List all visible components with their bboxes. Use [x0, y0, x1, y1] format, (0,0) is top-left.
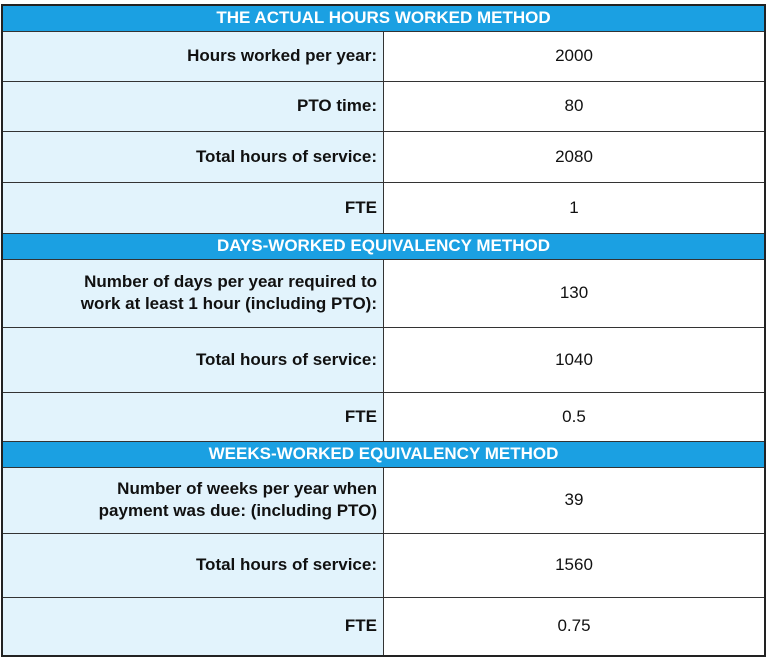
row-label: FTE — [1, 596, 384, 657]
data-row: Hours worked per year: 2000 — [1, 30, 766, 82]
row-label: Total hours of service: — [1, 326, 384, 393]
row-label: Number of weeks per year when payment wa… — [1, 466, 384, 534]
section-header-row: DAYS-WORKED EQUIVALENCY METHOD — [1, 232, 766, 260]
row-label: Total hours of service: — [1, 532, 384, 598]
row-value: 0.5 — [383, 391, 766, 442]
row-value: 1 — [383, 181, 766, 234]
data-row: Total hours of service: 1560 — [1, 532, 766, 598]
data-row: Total hours of service: 1040 — [1, 326, 766, 393]
row-value: 130 — [383, 258, 766, 328]
row-value: 0.75 — [383, 596, 766, 657]
section-header-row: THE ACTUAL HOURS WORKED METHOD — [1, 4, 766, 32]
row-label: FTE — [1, 391, 384, 442]
data-row: Total hours of service: 2080 — [1, 130, 766, 183]
row-label: Number of days per year required to work… — [1, 258, 384, 328]
section-title: WEEKS-WORKED EQUIVALENCY METHOD — [1, 440, 766, 468]
row-value: 2080 — [383, 130, 766, 183]
row-value: 1560 — [383, 532, 766, 598]
data-row: FTE 1 — [1, 181, 766, 234]
row-label: FTE — [1, 181, 384, 234]
row-value: 1040 — [383, 326, 766, 393]
row-value: 2000 — [383, 30, 766, 82]
row-value: 39 — [383, 466, 766, 534]
section-title: DAYS-WORKED EQUIVALENCY METHOD — [1, 232, 766, 260]
section-title: THE ACTUAL HOURS WORKED METHOD — [1, 4, 766, 32]
data-row: Number of weeks per year when payment wa… — [1, 466, 766, 534]
data-row: PTO time: 80 — [1, 80, 766, 132]
data-row: FTE 0.75 — [1, 596, 766, 657]
section-header-row: WEEKS-WORKED EQUIVALENCY METHOD — [1, 440, 766, 468]
data-row: FTE 0.5 — [1, 391, 766, 442]
row-label: PTO time: — [1, 80, 384, 132]
fte-table: THE ACTUAL HOURS WORKED METHOD Hours work… — [1, 4, 766, 657]
row-label: Total hours of service: — [1, 130, 384, 183]
row-value: 80 — [383, 80, 766, 132]
row-label: Hours worked per year: — [1, 30, 384, 82]
data-row: Number of days per year required to work… — [1, 258, 766, 328]
